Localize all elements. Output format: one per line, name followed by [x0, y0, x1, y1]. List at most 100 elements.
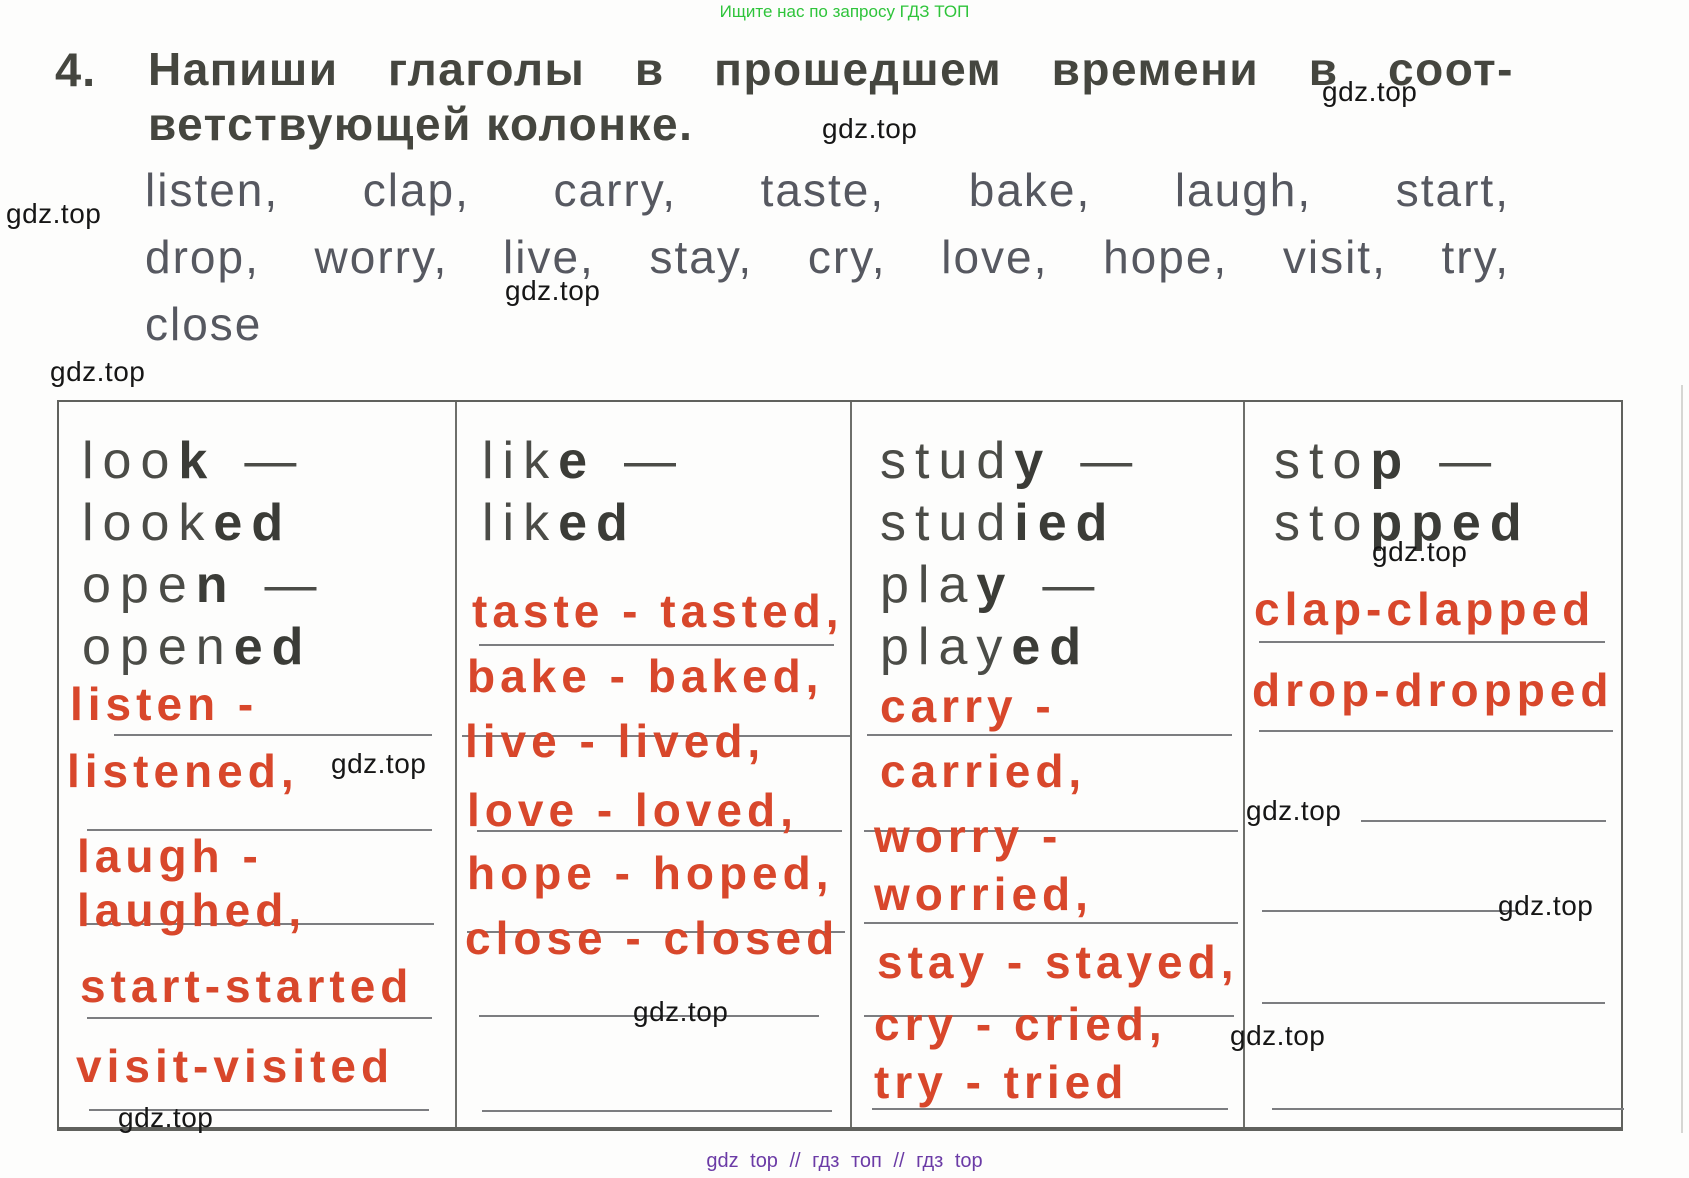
answer-text: close - closed	[465, 912, 840, 964]
verb-ending-bold: k	[178, 432, 217, 490]
verb-ending-bold: n	[195, 556, 237, 614]
answer-text: laugh -	[77, 830, 263, 882]
verb-stem: open	[82, 618, 234, 676]
watermark: gdz.top	[1372, 536, 1468, 567]
example-dash: —	[1439, 432, 1492, 490]
answer-line	[1262, 910, 1518, 912]
answer-line	[1259, 641, 1605, 643]
verb-ending-bold: e	[558, 432, 597, 490]
verb-stem: sto	[1274, 432, 1371, 490]
word-list-line1: listen, clap, carry, taste, bake, laugh,…	[145, 164, 1510, 216]
example-line: liked	[482, 492, 676, 554]
answer-line	[864, 1015, 1234, 1017]
verb-ending-bold: ed	[1011, 618, 1091, 676]
answer-text: visit-visited	[76, 1040, 395, 1092]
answer-text: hope - hoped,	[467, 847, 834, 899]
answer-line	[482, 1110, 832, 1112]
answer-line	[87, 1017, 432, 1019]
scan-page-edge	[1681, 385, 1683, 1133]
watermark: gdz.top	[1498, 890, 1594, 921]
answer-text: listen -	[70, 678, 259, 730]
answer-text: drop-dropped	[1252, 664, 1614, 716]
answer-line	[1272, 1108, 1624, 1110]
example-line: play —	[880, 554, 1144, 616]
answer-text: listened,	[67, 745, 299, 797]
exercise-number: 4.	[55, 43, 97, 96]
answer-line	[867, 734, 1232, 736]
table-column-y: study — studied play — played carry - carr…	[850, 402, 1243, 1127]
example-line: studied	[880, 492, 1144, 554]
example-line: opened	[82, 616, 340, 678]
verb-stem: pla	[880, 556, 977, 614]
answer-text: taste - tasted,	[472, 585, 844, 637]
example-line: looked	[82, 492, 340, 554]
watermark: gdz.top	[822, 113, 918, 144]
watermark: gdz.top	[50, 356, 146, 387]
answer-line	[1259, 730, 1613, 732]
table-column-e: like — liked taste - tasted, bake - baked…	[455, 402, 850, 1127]
answer-line	[864, 830, 1238, 832]
verb-stem: ope	[82, 556, 196, 614]
watermark: gdz.top	[6, 198, 102, 229]
verb-ending-bold: y	[1014, 432, 1053, 490]
verb-stem: stud	[880, 432, 1015, 490]
example-pairs: like — liked	[482, 430, 676, 554]
answer-text: live - lived,	[465, 715, 766, 767]
table-column-double-consonant: stop — stopped clap-clapped drop-dropped	[1243, 402, 1625, 1127]
verb-stem: stud	[880, 494, 1015, 552]
table-column-ed: look — looked open — opened listen - liste…	[59, 402, 455, 1127]
answer-line	[864, 922, 1238, 924]
example-dash: —	[1080, 432, 1133, 490]
answer-text: carried,	[880, 745, 1087, 797]
example-line: look —	[82, 430, 340, 492]
example-line: stop —	[1274, 430, 1559, 492]
example-pairs: look — looked open — opened	[82, 430, 340, 678]
word-list-line2: drop, worry, live, stay, cry, love, hope…	[145, 231, 1510, 283]
banner-text: Ищите нас по запросу ГДЗ ТОП	[719, 2, 970, 21]
answer-line	[1262, 1002, 1605, 1004]
watermark: gdz.top	[1230, 1020, 1326, 1051]
answer-text: worried,	[874, 868, 1093, 920]
example-line: open —	[82, 554, 340, 616]
answer-line	[477, 830, 842, 832]
verb-stem: loo	[82, 432, 179, 490]
answer-line	[85, 923, 434, 925]
answer-text: try - tried	[874, 1056, 1129, 1108]
answer-text: clap-clapped	[1254, 583, 1596, 635]
answer-text: carry -	[880, 680, 1056, 732]
example-dash: —	[624, 432, 677, 490]
verbs-table: look — looked open — opened listen - liste…	[57, 400, 1625, 1131]
verb-ending-bold: y	[976, 556, 1015, 614]
verb-ending-bold: p	[1370, 432, 1412, 490]
answer-line	[479, 1015, 819, 1017]
example-pairs: study — studied play — played	[880, 430, 1144, 678]
answer-line	[89, 1109, 429, 1111]
watermark: gdz.top	[1246, 795, 1342, 826]
example-line: like —	[482, 430, 676, 492]
answer-text: start-started	[80, 960, 414, 1012]
answer-line	[479, 644, 834, 646]
verb-stem: lik	[482, 494, 559, 552]
answer-text: worry -	[874, 810, 1063, 862]
answer-line	[87, 829, 432, 831]
verb-ending-bold: ed	[558, 494, 637, 552]
word-list-line3: close	[145, 298, 263, 350]
verb-ending-bold: ed	[213, 494, 293, 552]
example-dash: —	[264, 556, 317, 614]
answer-text: love - loved,	[467, 784, 798, 836]
footer-credit: gdz top // гдз топ // гдз top	[706, 1150, 983, 1172]
answer-text: stay - stayed,	[877, 936, 1239, 988]
verb-ending-bold: ed	[233, 618, 313, 676]
watermark: gdz.top	[633, 996, 729, 1027]
watermark: gdz.top	[1322, 76, 1418, 107]
watermark: gdz.top	[505, 275, 601, 306]
example-line: stopped	[1274, 492, 1559, 554]
example-pairs: stop — stopped	[1274, 430, 1559, 554]
answer-line	[114, 734, 432, 736]
example-line: study —	[880, 430, 1144, 492]
verb-stem: look	[82, 494, 214, 552]
answer-line	[467, 931, 845, 933]
example-line: played	[880, 616, 1144, 678]
answer-text: laughed,	[77, 884, 307, 936]
